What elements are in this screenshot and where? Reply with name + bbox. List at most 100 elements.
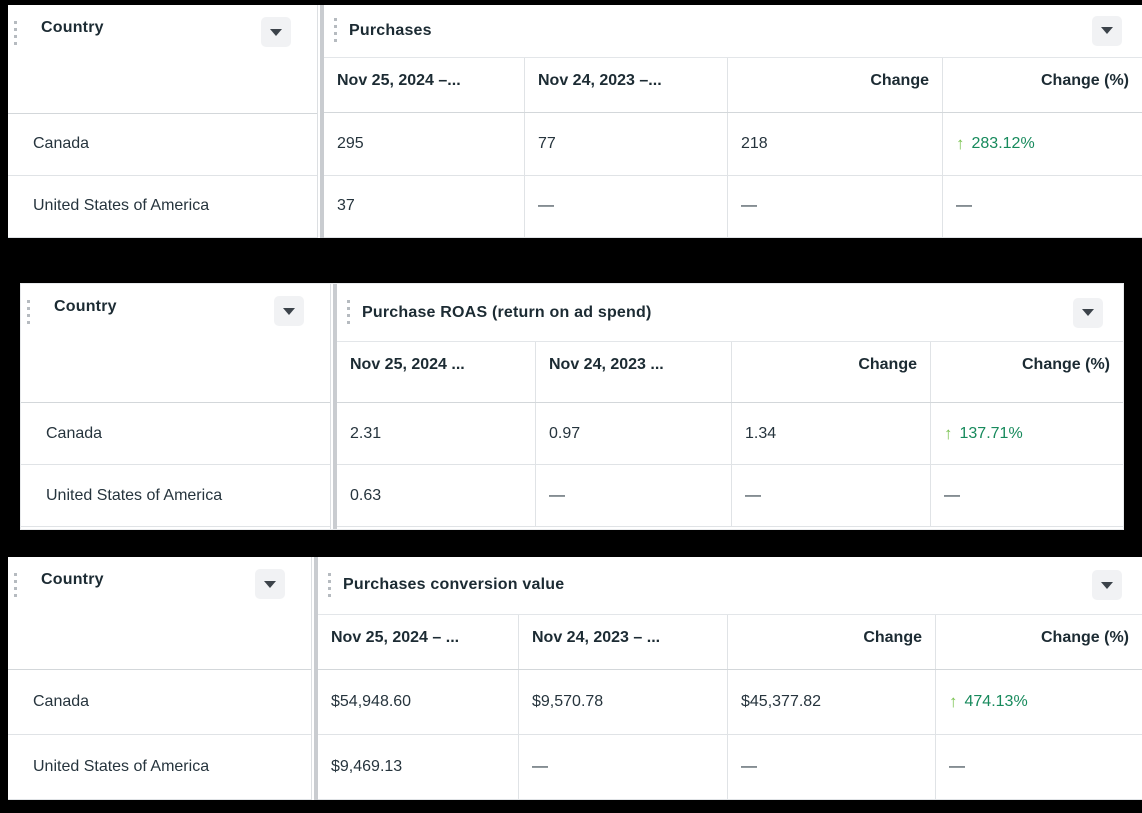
change-pct-cell: ↑ 283.12% [942,113,1142,175]
table-row: 295 77 218 ↑ 283.12% [324,113,1142,176]
column-header-row: Nov 25, 2024 – ... Nov 24, 2023 – ... Ch… [318,614,1142,670]
dimension-panel: Country Canada United States of America [21,284,331,529]
chevron-down-icon [264,580,276,588]
previous-value-cell: $9,570.78 [518,669,727,734]
metric-options-button[interactable] [1092,15,1122,46]
dimension-panel: Country Canada United States of America [8,5,318,238]
country-cell: United States of America [8,176,317,238]
drag-handle-icon[interactable] [14,573,17,600]
country-label: Canada [33,692,90,710]
chevron-down-icon [1101,581,1113,589]
current-value-cell: 295 [337,135,364,152]
table-row: 37 — — — [324,175,1142,238]
column-header-current-period[interactable]: Nov 25, 2024 –... [337,71,461,89]
column-header-change-pct[interactable]: Change (%) [935,614,1142,669]
current-value-cell: 2.31 [350,424,382,442]
column-header-change[interactable]: Change [727,57,942,113]
dimension-options-button[interactable] [274,296,304,326]
drag-handle-icon[interactable] [328,572,331,600]
chevron-down-icon [1082,309,1094,316]
drag-handle-icon[interactable] [14,21,17,48]
drag-handle-icon[interactable] [334,18,337,46]
dimension-options-button[interactable] [255,569,285,599]
change-pct-cell: — [930,465,1123,526]
column-header-row: Nov 25, 2024 ... Nov 24, 2023 ... Change… [337,342,1123,403]
table-row: $9,469.13 — — — [318,734,1142,800]
current-value-cell: $9,469.13 [331,757,403,775]
current-value-cell: $54,948.60 [331,692,412,710]
change-value-cell: 218 [727,113,942,175]
dimension-panel: Country Canada United States of America [8,557,312,800]
dimension-header: Country [8,5,317,114]
trend-up-icon: ↑ [949,691,958,711]
change-value-cell: — [727,734,935,799]
change-pct-value: 137.71% [959,424,1023,442]
column-header-change-pct[interactable]: Change (%) [942,57,1142,113]
chevron-down-icon [1101,27,1113,35]
metrics-panel: Purchase ROAS (return on ad spend) Nov 2… [337,284,1123,529]
previous-value-cell: 77 [524,113,727,175]
column-header-row: Nov 25, 2024 –... Nov 24, 2023 –... Chan… [324,57,1142,114]
country-cell: United States of America [21,465,330,527]
change-pct-value: 283.12% [971,135,1035,152]
drag-handle-icon[interactable] [347,300,350,327]
purchase-roas-comparison-table: Country Canada United States of America … [20,283,1124,530]
change-pct-cell: — [935,734,1142,799]
panel-resize-handle[interactable] [320,5,324,238]
table-row: $54,948.60 $9,570.78 $45,377.82 ↑ 474.13% [318,669,1142,735]
country-cell: Canada [21,403,330,465]
metrics-panel: Purchases conversion value Nov 25, 2024 … [318,557,1142,800]
chevron-down-icon [283,307,295,315]
dimension-options-button[interactable] [261,17,291,47]
previous-value-cell: — [535,465,731,526]
dimension-title: Country [54,298,117,315]
column-header-previous-period[interactable]: Nov 24, 2023 – ... [518,614,727,669]
metric-header: Purchases [324,5,1142,58]
change-pct-value: 474.13% [964,692,1028,710]
metric-title: Purchases [349,21,432,39]
country-cell: Canada [8,114,317,176]
country-label: United States of America [33,757,210,775]
table-row: 2.31 0.97 1.34 ↑ 137.71% [337,403,1123,465]
chevron-down-icon [270,28,282,36]
metric-options-button[interactable] [1092,570,1122,601]
drag-handle-icon[interactable] [27,300,30,327]
change-value-cell: $45,377.82 [727,669,935,734]
column-header-change-pct[interactable]: Change (%) [930,342,1123,402]
metric-title: Purchases conversion value [343,576,565,594]
previous-value-cell: — [524,175,727,237]
column-header-change[interactable]: Change [727,614,935,669]
column-header-current-period[interactable]: Nov 25, 2024 – ... [331,628,460,646]
country-label: United States of America [33,197,210,215]
column-header-current-period[interactable]: Nov 25, 2024 ... [350,356,465,373]
metrics-panel: Purchases Nov 25, 2024 –... Nov 24, 2023… [324,5,1142,238]
change-pct-cell: ↑ 137.71% [930,403,1123,464]
table-row: 0.63 — — — [337,465,1123,527]
trend-up-icon: ↑ [956,134,965,153]
column-header-previous-period[interactable]: Nov 24, 2023 ... [535,342,731,402]
country-cell: Canada [8,670,311,735]
dimension-header: Country [8,557,311,670]
dimension-title: Country [41,571,104,588]
country-cell: United States of America [8,735,311,800]
dimension-header: Country [21,284,330,403]
change-value-cell: 1.34 [731,403,930,464]
current-value-cell: 0.63 [350,486,382,504]
country-label: Canada [33,135,90,153]
current-value-cell: 37 [337,197,355,215]
metric-title: Purchase ROAS (return on ad spend) [362,303,652,321]
country-label: United States of America [46,486,223,504]
column-header-change[interactable]: Change [731,342,930,402]
column-header-previous-period[interactable]: Nov 24, 2023 –... [524,57,727,113]
purchases-conversion-value-comparison-table: Country Canada United States of America … [8,557,1142,800]
panel-resize-handle[interactable] [333,284,337,529]
metric-header: Purchases conversion value [318,557,1142,615]
change-value-cell: — [727,175,942,237]
previous-value-cell: 0.97 [535,403,731,464]
trend-up-icon: ↑ [944,423,953,443]
metric-options-button[interactable] [1073,297,1103,328]
panel-resize-handle[interactable] [314,557,318,800]
purchases-comparison-table: Country Canada United States of America … [8,5,1142,238]
country-label: Canada [46,424,103,442]
